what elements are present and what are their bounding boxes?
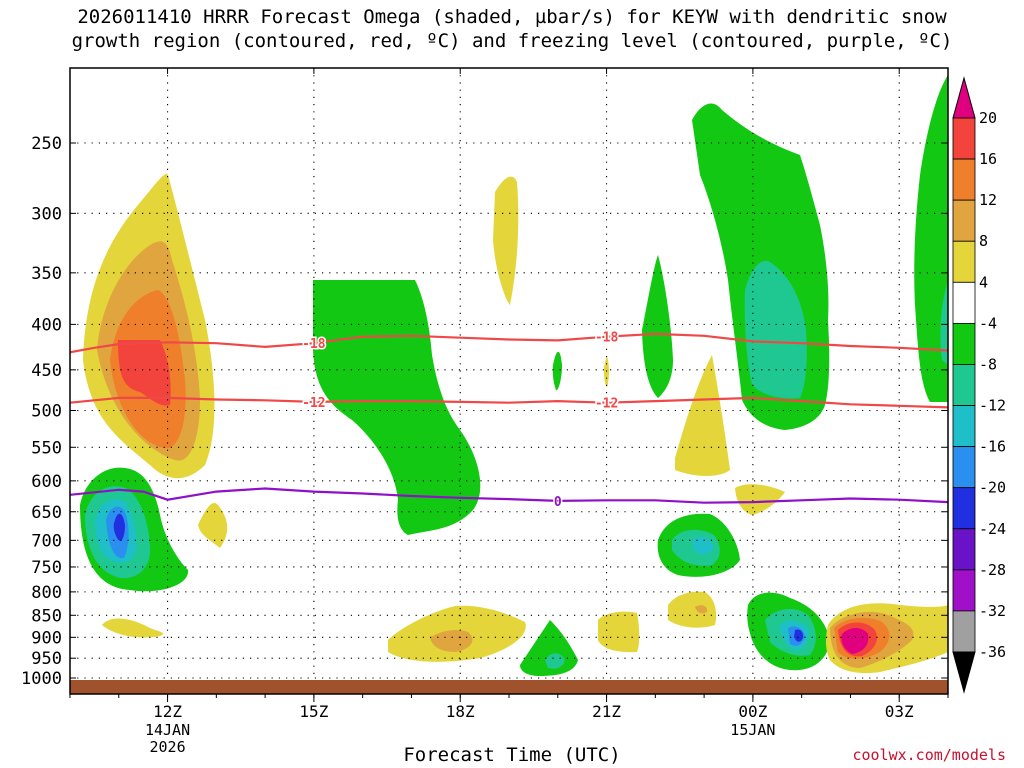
y-tick-label: 800: [31, 583, 62, 603]
colorbar-swatch: [952, 281, 976, 324]
x-tick-sublabel: 2026: [149, 738, 185, 756]
colorbar-swatch: [952, 240, 976, 283]
colorbar-label: -4: [979, 314, 997, 332]
omega-region: [102, 618, 164, 638]
colorbar-label: -36: [979, 643, 1006, 661]
contour-line: [70, 332, 948, 354]
colorbar-label: -20: [979, 479, 1006, 497]
y-tick-label: 450: [31, 361, 62, 381]
ground-strip: [70, 680, 948, 694]
omega-region: [430, 630, 473, 652]
y-tick-label: 650: [31, 503, 62, 523]
watermark: coolwx.com/models: [852, 746, 1006, 764]
omega-region: [794, 629, 804, 642]
contour-line: [70, 396, 948, 409]
x-tick-label: 18Z: [446, 702, 475, 721]
omega-region: [692, 537, 714, 555]
omega-region: [675, 355, 730, 476]
omega-region: [695, 605, 708, 614]
colorbar-swatch: [952, 446, 976, 489]
colorbar-swatch: [952, 487, 976, 530]
y-tick-label: 1000: [21, 669, 62, 689]
y-tick-label: 850: [31, 606, 62, 626]
omega-region: [552, 351, 562, 391]
x-tick-label: 15Z: [299, 702, 328, 721]
colorbar-label: 20: [979, 109, 997, 127]
omega-region: [198, 502, 228, 548]
x-tick-label: 21Z: [592, 702, 621, 721]
omega-region: [940, 280, 948, 365]
omega-region: [744, 260, 807, 399]
omega-region: [841, 628, 869, 654]
colorbar-swatch: [952, 569, 976, 612]
y-tick-label: 400: [31, 315, 62, 335]
omega-shading: [80, 75, 948, 676]
colorbar-swatch: [952, 610, 976, 653]
colorbar-label: 4: [979, 273, 988, 291]
omega-region: [598, 611, 640, 653]
chart-title-line1: 2026011410 HRRR Forecast Omega (shaded, …: [77, 6, 947, 28]
temperature-contours: -18 -18 -12 -12 0: [70, 329, 948, 511]
colorbar-label: -24: [979, 520, 1006, 538]
colorbar-label: 8: [979, 232, 988, 250]
colorbar-swatch: [952, 364, 976, 406]
contour-label: 0: [554, 495, 562, 510]
chart-title-line2: growth region (contoured, red, ºC) and f…: [71, 30, 953, 52]
omega-region: [493, 176, 519, 305]
contour-label: -18: [595, 331, 619, 346]
omega-region: [735, 484, 785, 515]
contour-line: [70, 487, 948, 504]
omega-region: [604, 357, 609, 388]
y-axis: 2503003504004505005506006507007508008509…: [21, 134, 948, 689]
colorbar-label: -28: [979, 561, 1006, 579]
y-tick-label: 750: [31, 558, 62, 578]
colorbar-swatch: [952, 405, 976, 448]
colorbar-swatch: [952, 158, 976, 201]
contour-label: -12: [302, 396, 325, 411]
omega-region: [545, 653, 565, 669]
colorbar-label: 12: [979, 191, 997, 209]
omega-region: [118, 340, 171, 406]
contour-label: -18: [302, 337, 326, 352]
colorbar-swatch: [952, 117, 976, 160]
y-tick-label: 500: [31, 402, 62, 422]
x-tick-label: 12Z: [153, 702, 182, 721]
colorbar-cap-top: [952, 76, 976, 119]
y-tick-label: 700: [31, 531, 62, 551]
x-tick-sublabel: 15JAN: [730, 721, 775, 739]
y-tick-label: 550: [31, 438, 62, 458]
x-axis-title: Forecast Time (UTC): [403, 744, 621, 766]
colorbar-swatch: [952, 322, 976, 365]
omega-region: [113, 513, 125, 541]
omega-region: [313, 280, 481, 535]
omega-region: [914, 75, 948, 402]
colorbar-label: 16: [979, 150, 997, 168]
omega-region: [668, 591, 717, 628]
y-tick-label: 950: [31, 649, 62, 669]
colorbar: 20 16 12 8 4 -4 -8 -12 -16 -20 -24 -28 -32 -36: [952, 76, 1006, 694]
y-tick-label: 250: [31, 134, 62, 154]
omega-region: [642, 255, 673, 398]
y-tick-label: 600: [31, 472, 62, 492]
pressure-gridlines: [70, 68, 948, 680]
colorbar-label: -32: [979, 602, 1006, 620]
y-tick-label: 300: [31, 204, 62, 224]
y-tick-label: 900: [31, 628, 62, 648]
x-tick-sublabel: 14JAN: [145, 721, 190, 739]
colorbar-swatch: [952, 199, 976, 242]
y-tick-label: 350: [31, 264, 62, 284]
colorbar-label: -8: [979, 355, 997, 373]
colorbar-cap-bottom: [952, 651, 976, 694]
x-tick-label: 03Z: [885, 702, 914, 721]
contour-label: -12: [595, 397, 618, 412]
colorbar-swatch: [952, 528, 976, 571]
colorbar-label: -16: [979, 438, 1006, 456]
x-tick-label: 00Z: [738, 702, 767, 721]
colorbar-label: -12: [979, 397, 1006, 415]
